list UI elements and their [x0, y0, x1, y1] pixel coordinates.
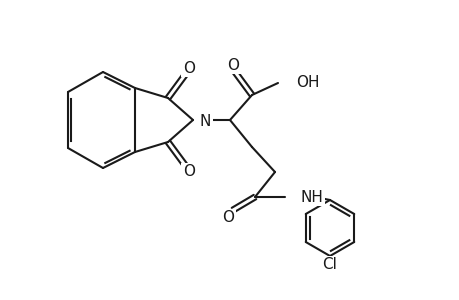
Text: O: O [226, 58, 239, 73]
Text: Cl: Cl [322, 257, 337, 272]
Text: OH: OH [295, 74, 319, 89]
Text: O: O [222, 211, 234, 226]
Text: NH: NH [300, 190, 323, 205]
Text: O: O [183, 61, 195, 76]
Text: N: N [200, 113, 211, 128]
Text: O: O [183, 164, 195, 179]
